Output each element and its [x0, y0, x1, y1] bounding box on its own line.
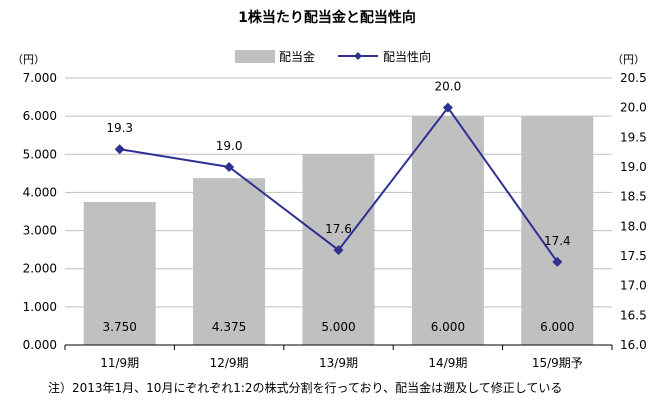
left-axis-tick-label: 1.000	[23, 300, 57, 314]
right-axis-tick-label: 17.5	[620, 249, 647, 263]
right-axis-unit: （円）	[612, 53, 645, 66]
x-axis-category-label: 14/9期	[428, 356, 467, 370]
x-axis-category-label: 12/9期	[210, 356, 249, 370]
line-point	[224, 162, 235, 172]
line-data-label: 19.3	[106, 121, 133, 135]
x-axis-category-label: 15/9期予	[532, 356, 583, 370]
line-data-label: 17.6	[325, 222, 352, 236]
left-axis-tick-label: 5.000	[23, 147, 57, 161]
chart-title: 1株当たり配当金と配当性向	[238, 9, 416, 26]
right-axis-tick-label: 19.0	[620, 160, 647, 174]
bar-data-label: 6.000	[540, 320, 574, 334]
axes: 0.000 1.000 2.000 3.000 4.000 5.000 6.000 7.000…	[23, 71, 647, 370]
line-series: 19.3 19.0 17.6 20.0 17.4	[106, 80, 571, 267]
bar	[193, 178, 266, 345]
legend-line-label: 配当性向	[383, 49, 431, 64]
bar	[411, 116, 484, 346]
line-point	[442, 102, 453, 113]
bar-data-label: 5.000	[321, 320, 355, 334]
right-axis-tick-label: 18.5	[620, 190, 647, 204]
legend-line-marker	[354, 52, 362, 60]
footnote: 注）2013年1月、10月にぞれぞれ1:2の株式分割を行っており、配当金は遡及し…	[48, 380, 562, 395]
right-axis-tick-label: 18.0	[620, 219, 647, 233]
right-axis-tick-label: 17.0	[620, 279, 647, 293]
line-point	[114, 144, 125, 155]
right-axis-tick-label: 20.5	[620, 71, 647, 85]
line-point	[552, 256, 563, 267]
legend-bar-swatch	[235, 50, 275, 63]
line-data-label: 17.4	[544, 234, 571, 248]
left-axis-tick-label: 4.000	[23, 185, 57, 199]
bar	[521, 116, 594, 346]
bar-series: 3.750 4.375 5.000 6.000 6.000	[83, 116, 594, 346]
line-data-label: 19.0	[216, 139, 243, 153]
left-axis-tick-label: 2.000	[23, 262, 57, 276]
legend: 配当金 配当性向	[235, 49, 431, 64]
line-data-label: 20.0	[435, 80, 462, 94]
left-axis-tick-label: 7.000	[23, 71, 57, 85]
x-axis-category-label: 11/9期	[100, 356, 139, 370]
bar-data-label: 6.000	[431, 320, 465, 334]
right-axis-tick-label: 19.5	[620, 130, 647, 144]
x-axis-category-label: 13/9期	[319, 356, 358, 370]
left-axis-tick-label: 0.000	[23, 338, 57, 352]
bar	[83, 201, 156, 345]
legend-bar-label: 配当金	[279, 49, 315, 64]
right-axis-tick-label: 20.0	[620, 101, 647, 115]
right-axis-tick-label: 16.5	[620, 308, 647, 322]
right-axis-tick-label: 16.0	[620, 338, 647, 352]
bar-data-label: 3.750	[103, 320, 137, 334]
line-point	[333, 245, 344, 256]
left-axis-tick-label: 3.000	[23, 224, 57, 238]
left-axis-tick-label: 6.000	[23, 109, 57, 123]
bar-data-label: 4.375	[212, 320, 246, 334]
left-axis-unit: （円）	[12, 53, 45, 66]
